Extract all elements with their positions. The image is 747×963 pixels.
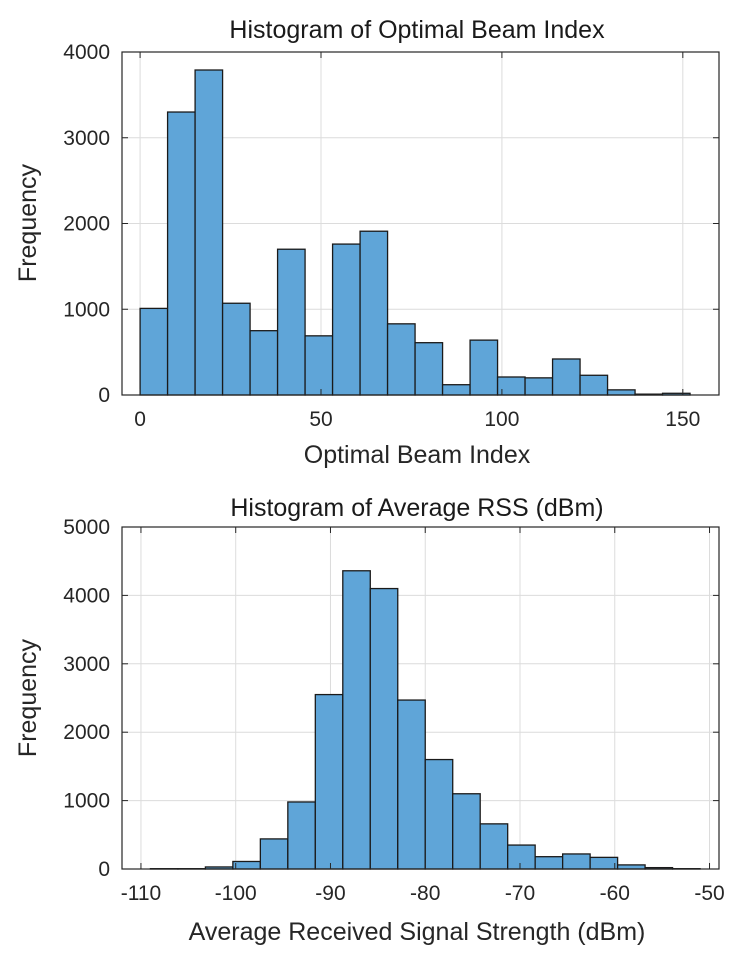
y-tick-label: 4000 (63, 584, 110, 607)
histogram-bar (194, 69, 224, 396)
x-tick-label: -80 (410, 882, 440, 905)
histogram-bar (331, 243, 361, 396)
histogram-bar (524, 377, 554, 396)
x-tick-label: -50 (694, 882, 724, 905)
histogram-bar (139, 307, 169, 396)
histogram-bar (606, 389, 636, 396)
beam-index-histogram: Histogram of Optimal Beam Index Optimal … (14, 16, 720, 469)
y-tick-label: 0 (98, 858, 110, 881)
histogram-bar (232, 860, 262, 870)
histogram-bar (386, 323, 416, 396)
histogram-bar (166, 111, 196, 396)
y-tick-label: 5000 (63, 516, 110, 539)
x-tick-label: -110 (121, 882, 161, 905)
y-tick-label: 2000 (63, 721, 110, 744)
x-tick-label: -60 (600, 882, 630, 905)
histogram-bar (259, 838, 289, 870)
histogram-bar (287, 801, 316, 870)
histogram-bar (589, 856, 619, 870)
histogram-bar (579, 374, 609, 396)
chart-title: Histogram of Optimal Beam Index (229, 16, 605, 44)
x-tick-label: -90 (315, 882, 345, 905)
x-tick-label: -100 (215, 882, 257, 905)
x-tick-label: 100 (484, 408, 519, 431)
histogram-bar (397, 699, 426, 870)
y-axis-label: Frequency (14, 638, 42, 757)
x-tick-label: 0 (134, 408, 146, 431)
plot-frame (121, 526, 720, 870)
histogram-bar (561, 853, 591, 870)
histogram-bar (534, 856, 564, 870)
histogram-bar (414, 342, 444, 396)
histogram-bar (424, 758, 454, 870)
y-tick-label: 2000 (63, 213, 110, 236)
y-tick-label: 3000 (63, 127, 110, 150)
histogram-bar (249, 330, 279, 396)
x-axis-label: Optimal Beam Index (304, 441, 531, 469)
histogram-bar (469, 339, 499, 396)
x-tick-label: 50 (309, 408, 332, 431)
y-tick-label: 4000 (63, 41, 110, 64)
histogram-bar (304, 335, 334, 396)
rss-histogram: Histogram of Average RSS (dBm) Average R… (14, 494, 725, 946)
histogram-bar (507, 844, 536, 870)
histogram-bar (616, 864, 646, 870)
histogram-bar (452, 793, 481, 870)
x-tick-label: 150 (665, 408, 700, 431)
y-tick-label: 1000 (63, 790, 110, 813)
y-tick-label: 1000 (63, 298, 110, 321)
y-axis-label: Frequency (14, 163, 42, 282)
x-tick-label: -70 (505, 882, 535, 905)
histogram-bar (314, 693, 344, 870)
histogram-bar (369, 587, 399, 870)
x-axis-label: Average Received Signal Strength (dBm) (189, 918, 646, 946)
histogram-bar (342, 570, 371, 870)
histogram-bar (551, 358, 581, 396)
histogram-bar (221, 302, 251, 396)
y-tick-label: 3000 (63, 653, 110, 676)
histogram-bar (479, 823, 509, 870)
histogram-bar (359, 230, 389, 396)
histogram-bar (276, 248, 306, 396)
y-tick-label: 0 (98, 384, 110, 407)
histogram-bar (441, 384, 471, 396)
chart-title: Histogram of Average RSS (dBm) (230, 494, 603, 522)
